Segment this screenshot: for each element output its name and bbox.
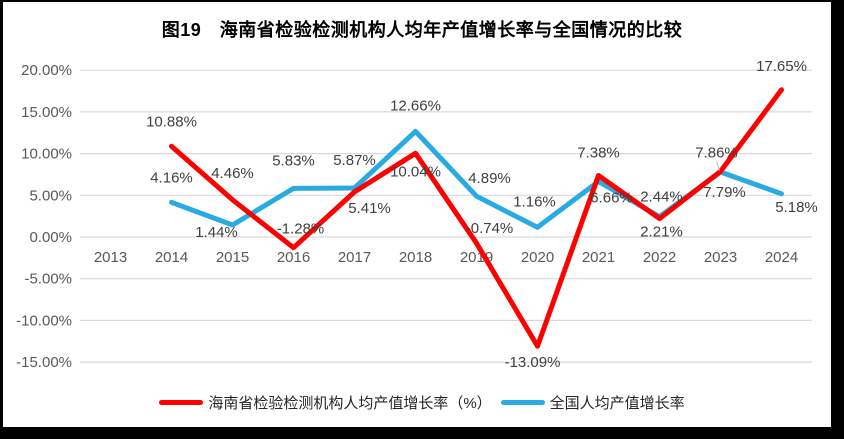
svg-text:4.46%: 4.46% — [211, 165, 254, 182]
legend-item-hainan: 海南省检验检测机构人均产值增长率（%） — [159, 392, 492, 413]
y-axis-labels: 20.00% 15.00% 10.00% 5.00% 0.00% -5.00% -10.00… — [16, 62, 72, 371]
svg-text:10.00%: 10.00% — [21, 146, 72, 163]
data-labels-hainan: 10.88% 4.46% -1.28% 5.41% 10.04% -0.74% -13.09… — [146, 58, 807, 371]
svg-text:6.66%: 6.66% — [590, 189, 633, 206]
svg-text:5.41%: 5.41% — [348, 200, 391, 217]
svg-text:-1.28%: -1.28% — [277, 221, 325, 238]
svg-text:7.79%: 7.79% — [703, 184, 746, 201]
svg-text:-0.74%: -0.74% — [466, 220, 514, 237]
legend-swatch-hainan-red-line-icon — [159, 399, 204, 405]
x-axis-labels: 2013 2014 2015 2016 2017 2018 2019 2020 2021 2022… — [94, 249, 798, 266]
svg-text:-13.09%: -13.09% — [505, 354, 561, 371]
svg-text:1.44%: 1.44% — [195, 224, 238, 241]
legend-swatch-national-blue-line-icon — [500, 399, 545, 405]
legend-label-hainan: 海南省检验检测机构人均产值增长率（%） — [208, 394, 492, 412]
svg-text:17.65%: 17.65% — [756, 58, 807, 75]
svg-text:4.89%: 4.89% — [468, 170, 511, 187]
svg-text:5.00%: 5.00% — [29, 187, 72, 204]
svg-text:2015: 2015 — [216, 249, 249, 266]
chart-background — [3, 2, 831, 427]
svg-text:-15.00%: -15.00% — [16, 354, 72, 371]
svg-text:5.18%: 5.18% — [775, 199, 818, 216]
legend-item-national: 全国人均产值增长率 — [500, 392, 685, 413]
svg-text:2021: 2021 — [582, 249, 615, 266]
legend-label-national: 全国人均产值增长率 — [549, 394, 685, 412]
svg-text:1.16%: 1.16% — [513, 193, 556, 210]
svg-text:2018: 2018 — [399, 249, 432, 266]
series-line-hainan — [169, 87, 784, 349]
svg-text:-10.00%: -10.00% — [16, 312, 72, 329]
svg-text:0.00%: 0.00% — [29, 229, 72, 246]
svg-text:2014: 2014 — [155, 249, 188, 266]
data-labels-national: 4.16% 1.44% 5.83% 5.87% 12.66% 4.89%1.16% 6.66… — [150, 97, 818, 241]
svg-text:2017: 2017 — [338, 249, 371, 266]
svg-text:10.04%: 10.04% — [390, 163, 441, 180]
svg-text:20.00%: 20.00% — [21, 62, 72, 79]
svg-text:4.16%: 4.16% — [150, 169, 193, 186]
label-leader-line — [716, 161, 720, 171]
svg-text:12.66%: 12.66% — [390, 97, 441, 114]
svg-text:-5.00%: -5.00% — [24, 271, 72, 288]
svg-text:2024: 2024 — [765, 249, 798, 266]
svg-text:5.83%: 5.83% — [272, 152, 315, 169]
svg-text:10.88%: 10.88% — [146, 113, 197, 130]
svg-text:7.38%: 7.38% — [577, 144, 620, 161]
svg-text:2023: 2023 — [704, 249, 737, 266]
svg-text:2013: 2013 — [94, 249, 127, 266]
svg-text:2.21%: 2.21% — [640, 224, 683, 241]
svg-text:15.00%: 15.00% — [21, 104, 72, 121]
chart-legend: 海南省检验检测机构人均产值增长率（%） 全国人均产值增长率 — [0, 391, 844, 413]
svg-text:2022: 2022 — [643, 249, 676, 266]
svg-text:2020: 2020 — [521, 249, 554, 266]
svg-text:2.44%: 2.44% — [640, 189, 683, 206]
svg-text:2016: 2016 — [277, 249, 310, 266]
svg-text:5.87%: 5.87% — [333, 152, 376, 169]
chart-title: 图19 海南省检验检测机构人均年产值增长率与全国情况的比较 — [161, 20, 683, 40]
svg-text:7.86%: 7.86% — [695, 144, 738, 161]
